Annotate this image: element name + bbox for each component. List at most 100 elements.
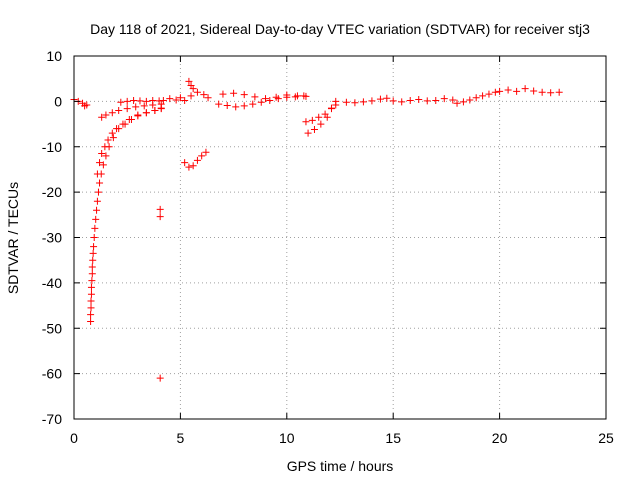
y-tick-label: -40 [42, 275, 62, 291]
data-point-trace-d [102, 111, 110, 119]
data-point-trace-b [90, 234, 98, 241]
data-point-trace-h [193, 156, 201, 164]
data-point-trace-o [538, 88, 546, 96]
data-point-outliers [156, 213, 164, 221]
data-point-outliers [156, 374, 164, 382]
data-point-trace-l [321, 110, 329, 118]
data-point-trace-k [317, 120, 325, 128]
data-point-trace-n [466, 96, 474, 104]
x-tick-label: 15 [385, 430, 401, 446]
data-point-trace-i [240, 102, 248, 110]
data-point-trace-i [257, 98, 265, 106]
data-point-trace-b [87, 311, 95, 319]
data-point-trace-m [368, 97, 376, 105]
data-point-trace-b [87, 283, 95, 291]
y-tick-label: -60 [42, 366, 62, 382]
data-point-trace-c [108, 129, 116, 137]
x-tick-label: 5 [177, 430, 185, 446]
data-point-trace-b [89, 256, 97, 264]
data-point-trace-b [87, 297, 95, 305]
data-point-trace-d [140, 102, 148, 110]
data-point-trace-n [453, 99, 461, 107]
data-point-trace-i [266, 96, 274, 104]
data-point-trace-b [93, 197, 101, 205]
data-point-trace-m [342, 98, 350, 106]
data-point-trace-c [113, 125, 121, 133]
data-point-trace-l [327, 104, 335, 112]
x-tick-label: 0 [70, 430, 78, 446]
data-point-trace-o [555, 88, 563, 96]
data-point-trace-b [88, 277, 96, 285]
data-point-trace-f [176, 94, 184, 102]
data-point-trace-b [88, 263, 96, 271]
data-point-trace-c [96, 159, 104, 167]
data-point-trace-j [302, 92, 310, 100]
data-point-trace-g [185, 77, 193, 85]
data-point-trace-c [125, 116, 133, 124]
data-point-trace-j [219, 90, 227, 98]
data-point-trace-m [406, 96, 414, 104]
data-point-trace-k [310, 126, 318, 134]
data-point-trace-e [117, 98, 125, 106]
data-point-trace-b [88, 270, 96, 278]
y-tick-label: -20 [42, 184, 62, 200]
data-point-trace-m [449, 96, 457, 104]
data-point-trace-b [109, 134, 117, 142]
data-point-trace-b [93, 206, 101, 214]
data-point-trace-m [440, 95, 448, 103]
data-point-trace-i [223, 101, 231, 109]
data-point-trace-f [200, 91, 208, 99]
data-point-trace-j [251, 93, 259, 101]
data-point-trace-h [189, 162, 197, 170]
data-point-outliers [156, 205, 164, 213]
data-point-trace-i [249, 100, 257, 108]
data-point-trace-b [87, 290, 95, 298]
data-point-trace-m [383, 94, 391, 102]
data-point-trace-b [87, 304, 95, 312]
chart-title: Day 118 of 2021, Sidereal Day-to-day VTE… [90, 21, 590, 37]
axis-ticks [73, 55, 607, 420]
y-tick-label: -10 [42, 139, 62, 155]
data-point-trace-c [104, 136, 112, 144]
data-point-trace-f [187, 92, 195, 100]
data-point-trace-f [166, 95, 174, 103]
data-point-trace-o [547, 89, 555, 97]
data-points [70, 77, 563, 382]
data-point-trace-d [132, 103, 140, 111]
data-point-trace-d [123, 105, 131, 113]
data-point-trace-o [530, 87, 538, 95]
data-point-trace-b [102, 152, 110, 160]
data-point-trace-o [513, 87, 521, 95]
data-point-trace-f [181, 96, 189, 104]
data-point-trace-j [240, 91, 248, 99]
y-tick-label: -50 [42, 320, 62, 336]
data-point-trace-d [98, 113, 106, 121]
data-point-trace-o [504, 86, 512, 94]
data-point-trace-b [89, 249, 97, 257]
data-point-trace-d [108, 109, 116, 117]
data-point-trace-c [101, 143, 109, 151]
data-point-trace-i [232, 103, 240, 111]
x-tick-label: 20 [492, 430, 508, 446]
x-tick-label: 25 [598, 430, 614, 446]
data-point-trace-h [181, 159, 189, 167]
data-point-trace-n [459, 98, 467, 106]
data-point-trace-h [202, 148, 210, 156]
x-axis-label: GPS time / hours [287, 458, 394, 474]
data-point-trace-l [308, 116, 316, 124]
data-point-trace-n [472, 94, 480, 102]
data-point-trace-c [98, 150, 106, 158]
data-point-trace-f [193, 88, 201, 96]
y-axis-label: SDTVAR / TECUs [5, 182, 21, 294]
data-point-trace-h [185, 163, 193, 171]
data-point-trace-o [521, 85, 529, 93]
data-point-trace-c [119, 120, 127, 128]
data-point-trace-f [204, 94, 212, 102]
data-point-trace-j [230, 89, 238, 97]
data-point-trace-c [93, 170, 101, 178]
data-point-trace-l [315, 113, 323, 121]
data-point-trace-b [87, 317, 95, 325]
data-point-trace-m [415, 96, 423, 104]
data-point-trace-c [151, 106, 159, 114]
